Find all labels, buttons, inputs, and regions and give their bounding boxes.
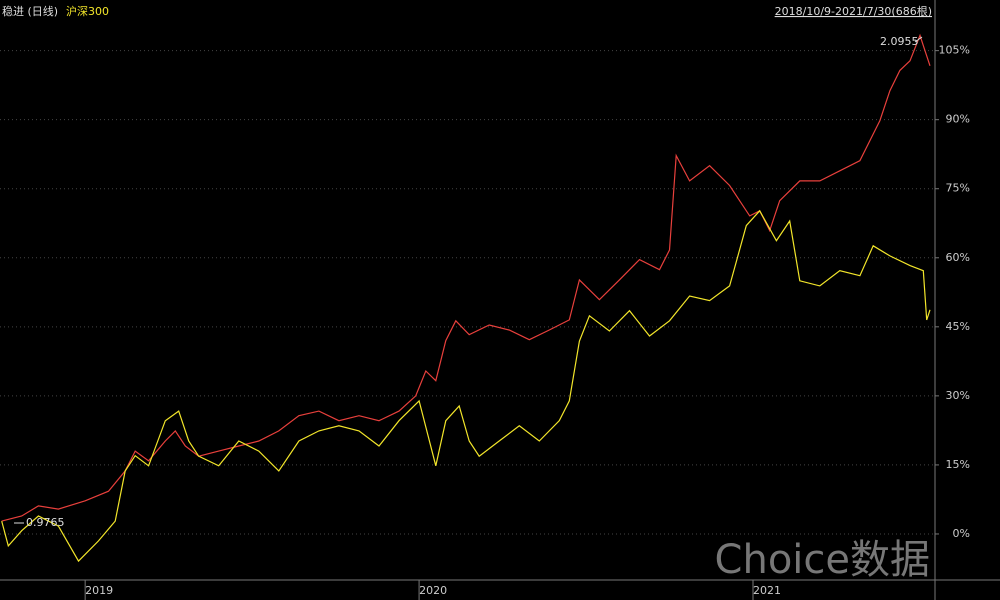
- legend-entry: 沪深300: [66, 4, 109, 18]
- y-tick-label: 45%: [946, 320, 970, 333]
- series-line: [1, 33, 931, 522]
- legend-entry: 稳进 (日线): [2, 4, 58, 18]
- x-tick-label: 2019: [85, 584, 113, 597]
- y-tick-label: 0%: [953, 527, 970, 540]
- y-tick-label: 105%: [939, 44, 970, 57]
- y-tick-label: 15%: [946, 458, 970, 471]
- range-label: 2018/10/9-2021/7/30(686根): [775, 4, 932, 18]
- x-tick-label: 2021: [753, 584, 781, 597]
- y-tick-label: 75%: [946, 182, 970, 195]
- y-tick-label: 90%: [946, 113, 970, 126]
- annotation: 0.9765: [26, 516, 65, 529]
- annotation-leader: [914, 36, 923, 43]
- x-tick-label: 2020: [419, 584, 447, 597]
- watermark: Choice数据: [715, 537, 930, 583]
- y-tick-label: 30%: [946, 389, 970, 402]
- y-tick-label: 60%: [946, 251, 970, 264]
- annotation: 2.0955: [880, 35, 919, 48]
- series-line: [1, 209, 931, 563]
